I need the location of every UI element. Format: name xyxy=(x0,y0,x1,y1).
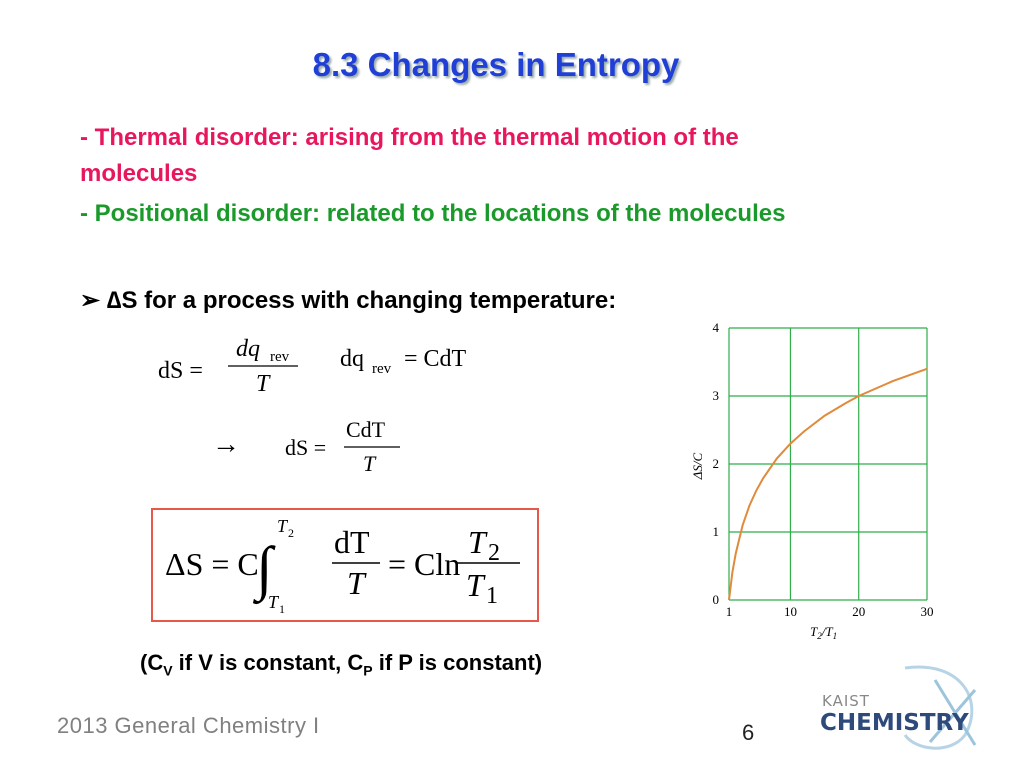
x-label-part: /T xyxy=(821,624,834,639)
eq-text: T xyxy=(256,371,271,397)
x-tick-label: 20 xyxy=(852,604,865,619)
bullet: - Thermal disorder: arising from the the… xyxy=(80,124,739,187)
y-tick-label: 4 xyxy=(713,320,720,335)
eq-text: dq xyxy=(340,346,364,372)
x-label-part: 2 xyxy=(817,631,822,641)
page-number: 6 xyxy=(742,720,755,745)
eq-text: T xyxy=(363,451,377,476)
arrow: → xyxy=(212,429,240,460)
equation: dS = dq rev T dq rev = CdT → dS = CdT T xyxy=(158,336,467,476)
highlight-box xyxy=(151,508,539,622)
eq-text: dq xyxy=(236,336,260,362)
y-tick-label: 0 xyxy=(713,592,720,607)
x-axis-label: T2/T1 xyxy=(810,624,837,641)
x-tick-label: 10 xyxy=(784,604,797,619)
x-label-part: 1 xyxy=(833,631,838,641)
note-text: if P is constant) xyxy=(372,650,543,675)
logo: KAIST CHEMISTRY xyxy=(820,665,977,750)
footer: 2013 General Chemistry I xyxy=(57,713,320,738)
eq-text: 1 xyxy=(279,602,285,616)
y-tick-label: 1 xyxy=(713,524,720,539)
subscript: V xyxy=(163,662,173,679)
eq-text: T xyxy=(268,592,280,612)
eq-text: T xyxy=(468,524,488,560)
subheading-text: ∆S for a process with changing temperatu… xyxy=(106,287,617,314)
eq-text: rev xyxy=(372,361,392,377)
bullet: - Positional disorder: related to the lo… xyxy=(80,200,786,227)
y-tick-label: 3 xyxy=(713,388,720,403)
eq-text: dS = xyxy=(158,358,203,384)
logo-top: KAIST xyxy=(822,692,870,710)
integral: ∫ xyxy=(253,535,276,605)
eq-text: ΔS = C xyxy=(165,546,259,582)
eq-text: T xyxy=(347,565,367,601)
eq-text: dS = xyxy=(285,435,326,460)
x-tick-label: 30 xyxy=(921,604,934,619)
eq-text: rev xyxy=(270,349,290,365)
logo-bottom: CHEMISTRY xyxy=(820,710,969,736)
eq-text: T xyxy=(466,567,486,603)
logo-swirl xyxy=(903,665,974,750)
logo-swirl xyxy=(928,679,977,746)
subscript: P xyxy=(363,662,373,679)
x-tick-label: 1 xyxy=(726,604,733,619)
data-line xyxy=(728,367,928,601)
eq-text: CdT xyxy=(346,417,386,442)
eq-text: 2 xyxy=(288,526,294,540)
note-text: if V is constant, C xyxy=(172,650,364,675)
eq-text: dT xyxy=(334,524,370,560)
eq-text: = CdT xyxy=(404,346,467,372)
equation: ΔS = C ∫ T 2 T 1 dT T = Cln T 2 T 1 xyxy=(165,516,520,616)
note-text: (C xyxy=(140,650,164,675)
bullet-marker: ➢ xyxy=(80,287,101,314)
eq-text: T xyxy=(277,516,289,536)
y-axis-label: ΔS/C xyxy=(690,452,705,480)
eq-text: = Cln xyxy=(388,546,460,582)
subheading: ➢ ∆S for a process with changing tempera… xyxy=(80,286,616,315)
note: (CV if V is constant, CP if P is constan… xyxy=(140,650,542,678)
x-label-part: T xyxy=(810,624,818,639)
y-tick-label: 2 xyxy=(713,456,720,471)
eq-text: 1 xyxy=(486,583,498,609)
eq-text: 2 xyxy=(488,540,500,566)
slide-title: 8.3 Changes in Entropy xyxy=(312,46,680,83)
